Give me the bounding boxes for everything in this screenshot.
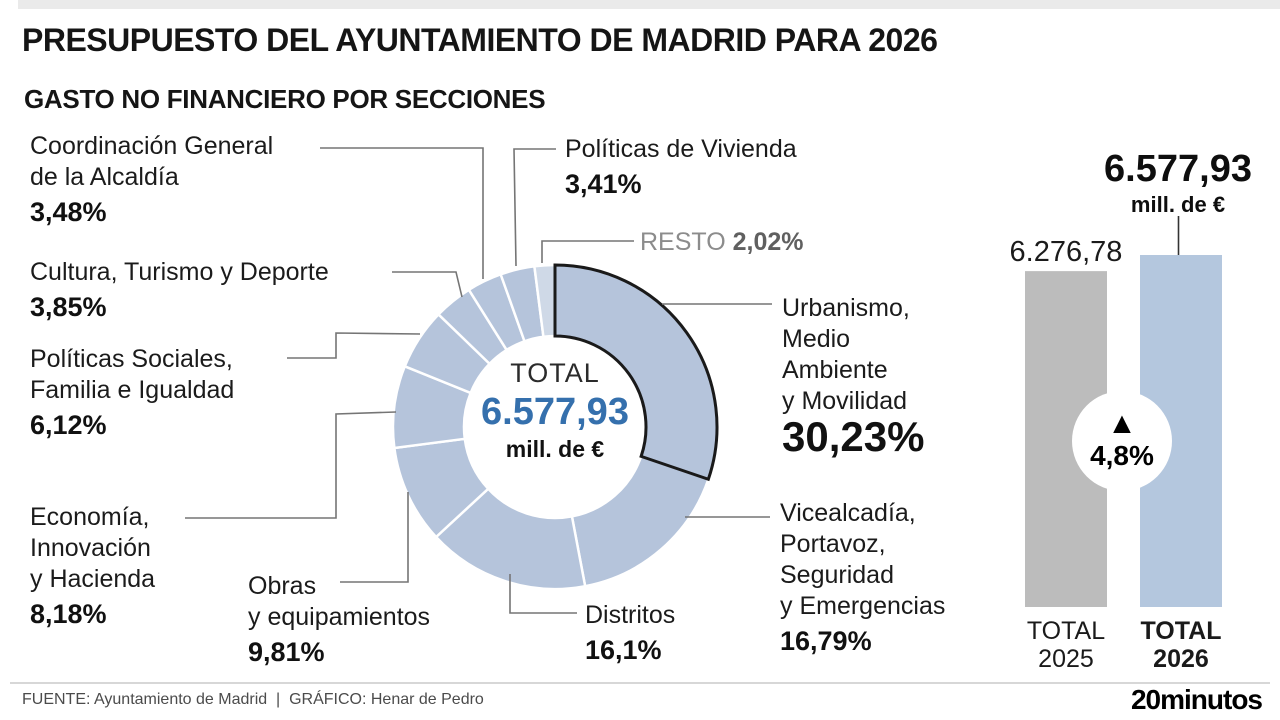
slice-name: Políticas Sociales, Familia e Igualdad	[30, 345, 235, 404]
slice-name: Economía, Innovación y Hacienda	[30, 503, 156, 593]
slice-label: Vicealcadía, Portavoz, Seguridad y Emergenc…	[780, 498, 945, 657]
slice-percentage: 8,18%	[30, 599, 107, 629]
leader-line	[185, 411, 397, 519]
axis-label-2026: TOTAL 2026	[1140, 617, 1221, 673]
axis-label-2026-line2: 2026	[1153, 645, 1209, 673]
footer-source: FUENTE: Ayuntamiento de Madrid | GRÁFICO…	[22, 691, 484, 708]
slice-name: Políticas de Vivienda	[565, 135, 797, 163]
slice-label: Obras y equipamientos 9,81%	[248, 571, 430, 668]
slice-label: Cultura, Turismo y Deporte 3,85%	[30, 257, 329, 323]
leader-line	[340, 492, 409, 583]
footer-divider	[10, 682, 1270, 684]
slice-percentage: 30,23%	[782, 413, 925, 460]
donut-slice	[570, 454, 710, 588]
top-border-strip	[18, 0, 1280, 9]
bar-2026-unit: mill. de €	[1130, 192, 1226, 217]
slice-percentage: 2,02%	[732, 228, 804, 256]
slice-name: Coordinación General de la Alcaldía	[30, 132, 274, 191]
slice-percentage: 16,1%	[585, 635, 662, 665]
chart-subtitle: GASTO NO FINANCIERO POR SECCIONES	[24, 84, 546, 114]
bar-2025-value: 6.276,78	[1009, 236, 1123, 268]
slice-percentage: 16,79%	[780, 626, 872, 656]
increase-triangle-icon: ▲	[1107, 407, 1137, 440]
leader-line	[287, 332, 421, 359]
slice-percentage: 3,85%	[30, 292, 107, 322]
donut-slice-highlighted	[553, 263, 719, 482]
axis-label-2025: TOTAL 2025	[1027, 617, 1105, 673]
leader-line	[541, 240, 634, 263]
page-title: PRESUPUESTO DEL AYUNTAMIENTO DE MADRID P…	[22, 22, 938, 58]
slice-percentage: 9,81%	[248, 637, 325, 667]
leader-line	[513, 148, 556, 267]
slice-label: Economía, Innovación y Hacienda 8,18%	[30, 502, 155, 630]
slice-percentage: 6,12%	[30, 410, 107, 440]
slice-label: Políticas Sociales, Familia e Igualdad 6,1…	[30, 344, 234, 441]
leader-line	[392, 271, 463, 298]
slice-name: Obras y equipamientos	[248, 572, 431, 631]
publisher-logo: 20minutos	[1130, 684, 1263, 715]
slice-name: Cultura, Turismo y Deporte	[30, 258, 329, 286]
slice-label: Políticas de Vivienda 3,41%	[565, 134, 797, 200]
donut-center-value: 6.577,93	[481, 391, 629, 433]
donut-center-label: TOTAL	[510, 358, 600, 388]
axis-label-2025-line1: TOTAL	[1026, 617, 1106, 645]
axis-label-2026-line1: TOTAL	[1140, 617, 1222, 645]
bar-2026-value: 6.577,93	[1104, 148, 1252, 190]
slice-label: Distritos 16,1%	[585, 600, 675, 666]
leader-line	[320, 147, 484, 279]
slice-name: RESTO	[640, 228, 733, 256]
slice-percentage: 3,48%	[30, 197, 107, 227]
donut-center: TOTAL 6.577,93 mill. de €	[445, 358, 665, 463]
change-badge-value: 4,8%	[1090, 440, 1154, 471]
slice-label: RESTO 2,02%	[640, 227, 804, 258]
slice-name: Urbanismo, Medio Ambiente y Movilidad	[782, 294, 910, 415]
slice-label: Urbanismo, Medio Ambiente y Movilidad 30,23%	[782, 293, 925, 460]
slice-label: Coordinación General de la Alcaldía 3,48%	[30, 131, 273, 228]
leader-line	[509, 574, 577, 614]
axis-label-2025-line2: 2025	[1038, 645, 1094, 673]
slice-percentage: 3,41%	[565, 169, 642, 199]
slice-name: Distritos	[585, 601, 676, 629]
slice-name: Vicealcadía, Portavoz, Seguridad y Emergenc…	[780, 499, 946, 620]
donut-center-unit: mill. de €	[505, 436, 605, 462]
change-badge: ▲ 4,8%	[1072, 391, 1172, 491]
